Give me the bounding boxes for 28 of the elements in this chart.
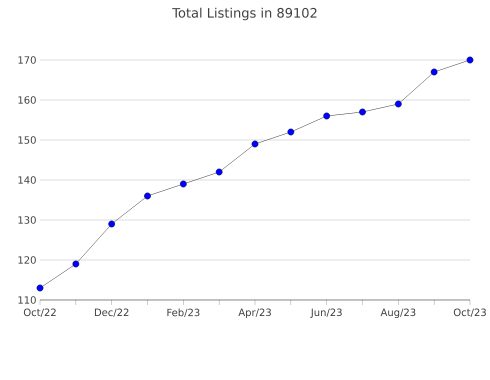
y-tick-label: 140 <box>18 176 36 184</box>
point <box>180 180 187 188</box>
x-tick-label: Jun/23 <box>310 308 342 318</box>
x-tick-label: Apr/23 <box>238 308 271 318</box>
point <box>394 100 402 108</box>
y-tick-label: 160 <box>18 96 36 104</box>
point <box>287 128 294 136</box>
y-tick-label: 120 <box>18 256 36 264</box>
point <box>36 284 44 292</box>
x-tick-label: Dec/22 <box>94 308 128 317</box>
x-tick-label: Aug/23 <box>380 308 416 318</box>
x-tick-label: Oct/22 <box>24 308 56 317</box>
point <box>430 68 438 76</box>
point <box>252 140 258 148</box>
y-tick-label: 110 <box>18 296 36 304</box>
x-tick-label: Feb/23 <box>167 308 200 318</box>
point <box>144 192 151 200</box>
point <box>466 56 474 64</box>
point <box>323 112 330 120</box>
point <box>72 260 80 268</box>
y-tick-label: 130 <box>18 216 36 224</box>
y-tick-label: 150 <box>18 136 36 144</box>
x-tick-label: Oct/23 <box>454 308 486 317</box>
y-tick-label: 170 <box>18 56 36 64</box>
point <box>108 220 116 228</box>
chart-title: Total Listings in 89102 <box>172 8 316 20</box>
point <box>359 108 366 116</box>
point <box>216 168 223 176</box>
